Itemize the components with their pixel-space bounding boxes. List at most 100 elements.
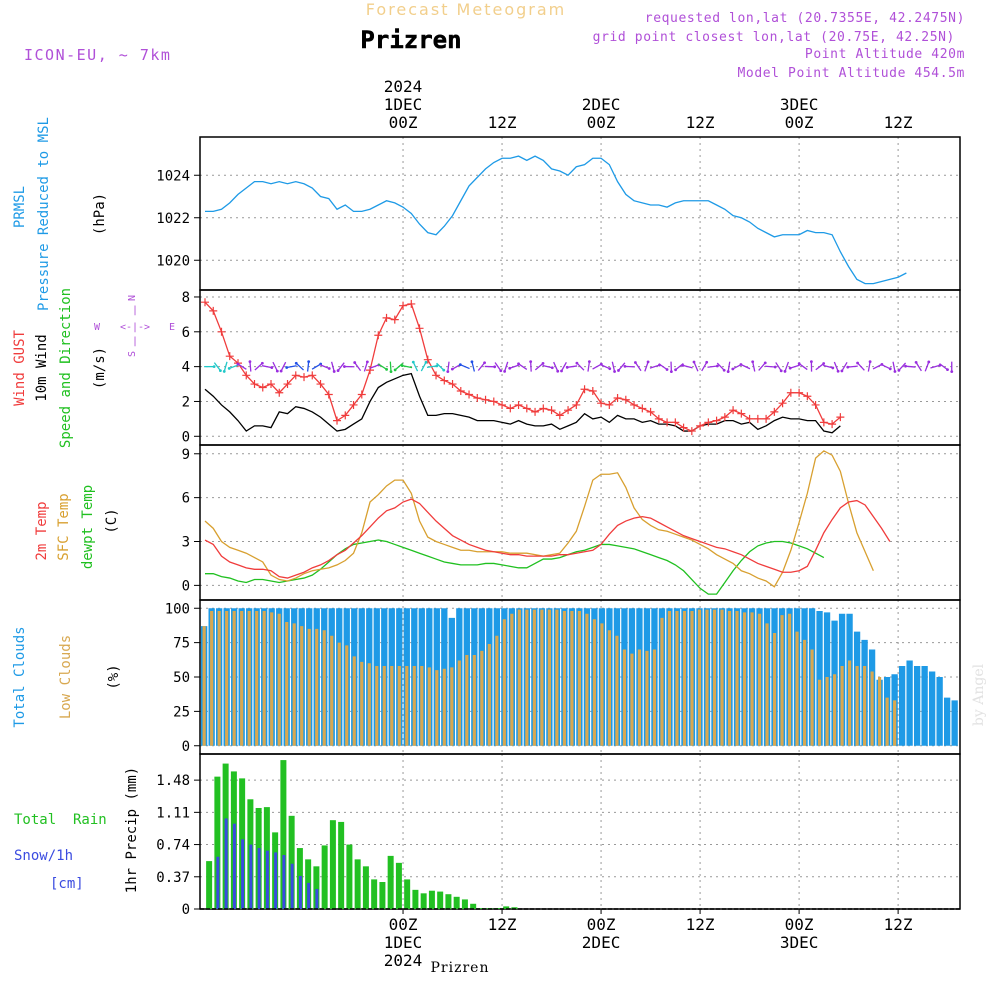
wind-arrow <box>611 361 616 372</box>
wind-arrow-head <box>336 369 340 372</box>
gust-marker <box>250 380 259 389</box>
top-time-label: 12Z <box>488 113 517 132</box>
wind-arrow <box>617 362 626 371</box>
wind-arrow-head <box>450 367 454 371</box>
wind-arrow <box>213 362 221 372</box>
rain-bar <box>461 899 468 909</box>
wind-arrow-head <box>646 360 650 364</box>
wind-arrow-head <box>393 368 397 372</box>
gust-marker <box>316 380 325 389</box>
gust-marker <box>531 407 540 416</box>
info-line-1: requested lon,lat (20.7355E, 42.2475N) <box>645 11 965 26</box>
wind-arrow-head <box>788 366 792 370</box>
compass-vert-bot: | <box>132 336 138 347</box>
wind-arrow-head <box>327 367 331 370</box>
gust-marker <box>613 393 622 402</box>
low-cloud-bar <box>870 671 874 746</box>
gust-marker <box>712 416 721 425</box>
temp2m-line <box>204 498 891 579</box>
gust-marker <box>333 416 342 425</box>
wind-arrow-head <box>275 369 279 373</box>
wind-arrow <box>857 362 865 371</box>
wind-arrow <box>460 364 470 370</box>
low-cloud-bar <box>277 613 281 746</box>
wind-arrow-head <box>575 361 579 365</box>
watermark: by Angel <box>971 663 987 726</box>
gust-marker <box>753 414 762 423</box>
gust-marker <box>547 406 556 415</box>
wind-arrow-head <box>716 364 719 368</box>
low-cloud-bar <box>202 626 206 746</box>
gust-marker <box>745 414 754 423</box>
bottom-time-label: 1DEC <box>384 933 423 952</box>
ytick-label: 1.11 <box>156 805 190 821</box>
gust-marker <box>828 420 837 429</box>
rain-bar <box>428 890 435 909</box>
wind-arrow <box>624 365 635 368</box>
wind-arrow-head <box>779 369 783 373</box>
snow-bar <box>307 882 311 909</box>
wind-arrow-head <box>897 368 901 372</box>
rain-bar <box>478 908 485 909</box>
low-cloud-bar <box>848 660 852 746</box>
ytick-label: 75 <box>173 636 190 652</box>
gust-marker <box>803 392 812 401</box>
gust-marker <box>407 299 416 308</box>
wind-arrow-head <box>617 369 620 372</box>
temp-labels: 2m Temp SFC Temp dewpt Temp (C) <box>34 485 120 569</box>
wind-arrow <box>790 364 800 369</box>
wind-arrow-head <box>458 363 462 367</box>
low-cloud-bar <box>645 650 649 746</box>
wind-arrow <box>867 361 871 372</box>
wind-arrow <box>306 361 310 372</box>
prmsl-label: PRMSL <box>12 186 28 228</box>
low-cloud-bar <box>562 611 566 746</box>
wind-arrow-head <box>227 367 231 370</box>
wind-arrow-head <box>446 370 450 373</box>
wind-arrow-head <box>218 369 222 373</box>
bottom-time-label: 12Z <box>686 915 715 934</box>
wind-arrow <box>330 361 335 372</box>
low-cloud-bar <box>690 611 694 746</box>
rain-bar <box>329 820 336 909</box>
low-cloud-bar <box>765 623 769 746</box>
wind-arrow <box>504 361 509 372</box>
precip-labels: Total Rain Snow/1h [cm] 1hr Precip (mm) <box>14 767 140 893</box>
wind-arrow-head <box>503 369 507 373</box>
wind-arrow <box>716 362 725 371</box>
low-cloud-bar <box>217 611 221 746</box>
low-cloud-bar <box>442 668 446 746</box>
low-cloud-bar <box>652 649 657 746</box>
wind-arrow-head <box>493 365 497 369</box>
wind-arrow <box>798 363 808 371</box>
low-cloud-bar <box>495 635 499 746</box>
snow-bar <box>290 863 294 909</box>
low-cloud-bar <box>863 666 867 746</box>
wind-arrow <box>707 365 718 368</box>
wind-arrow-head <box>665 368 669 371</box>
ytick-label: 50 <box>173 670 190 686</box>
wind-arrow-head <box>950 370 954 374</box>
low-cloud-bar <box>675 611 679 746</box>
ytick-label: 0 <box>182 739 190 755</box>
rain-label: Total Rain <box>14 812 107 828</box>
low-cloud-bar <box>570 611 574 746</box>
low-cloud-bar <box>585 613 589 746</box>
gust-marker <box>555 411 564 420</box>
wind-labels: Wind GUST 10m Wind Speed and Direction (… <box>12 288 175 448</box>
low-cloud-bar <box>390 666 394 746</box>
wind-arrow-head <box>550 366 554 370</box>
wind-arrow <box>701 361 708 372</box>
low-cloud-bar <box>712 609 717 746</box>
low-cloud-bar <box>600 623 604 746</box>
rain-bar <box>379 882 386 909</box>
low-cloud-bar <box>825 677 829 746</box>
low-cloud-bar <box>435 670 439 746</box>
low-cloud-bar <box>682 611 687 746</box>
rain-bar <box>445 894 452 909</box>
wind-speeddir-label: Speed and Direction <box>58 288 74 448</box>
wind-arrow <box>775 362 782 372</box>
compass-e: E <box>169 322 175 333</box>
low-cloud-bar <box>607 630 611 746</box>
